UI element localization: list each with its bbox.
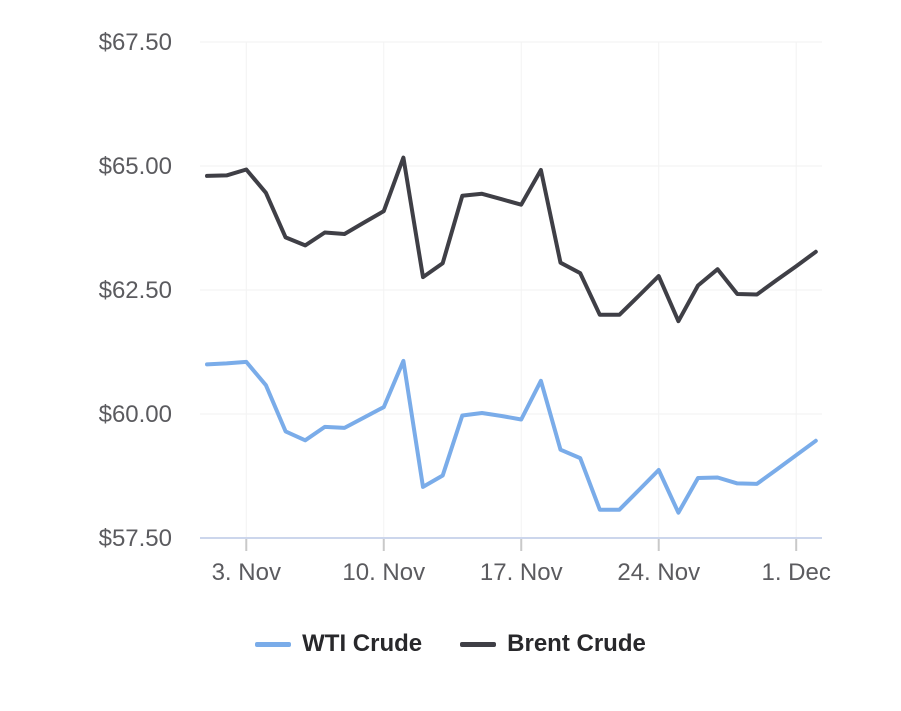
x-axis-label: 24. Nov	[617, 559, 700, 586]
wti-crude-line-swatch	[255, 641, 292, 647]
brent-crude-line-swatch	[460, 641, 497, 647]
y-axis-label: $65.00	[99, 153, 172, 180]
y-axis-label: $62.50	[99, 277, 172, 304]
y-axis-label: $67.50	[99, 29, 172, 56]
x-axis-label: 17. Nov	[480, 559, 563, 586]
chart-legend: WTI Crude Brent Crude	[0, 630, 901, 658]
x-axis-label: 3. Nov	[212, 559, 281, 586]
legend-item-brent-crude[interactable]: Brent Crude	[460, 630, 646, 658]
price-chart-canvas: $57.50 $60.00 $62.50 $65.00 $67.50 3. Nov 10. …	[99, 29, 831, 586]
x-axis-label: 10. Nov	[342, 559, 425, 586]
legend-label-wti-crude: WTI Crude	[302, 630, 423, 657]
series-line-wti-crude	[205, 358, 818, 515]
legend-label-brent-crude: Brent Crude	[507, 630, 646, 657]
y-axis-label: $60.00	[99, 401, 172, 428]
series-line-brent-crude	[205, 155, 818, 324]
y-axis-label: $57.50	[99, 525, 172, 552]
legend-item-wti-crude[interactable]: WTI Crude	[255, 630, 422, 658]
x-axis-label: 1. Dec	[762, 559, 831, 586]
